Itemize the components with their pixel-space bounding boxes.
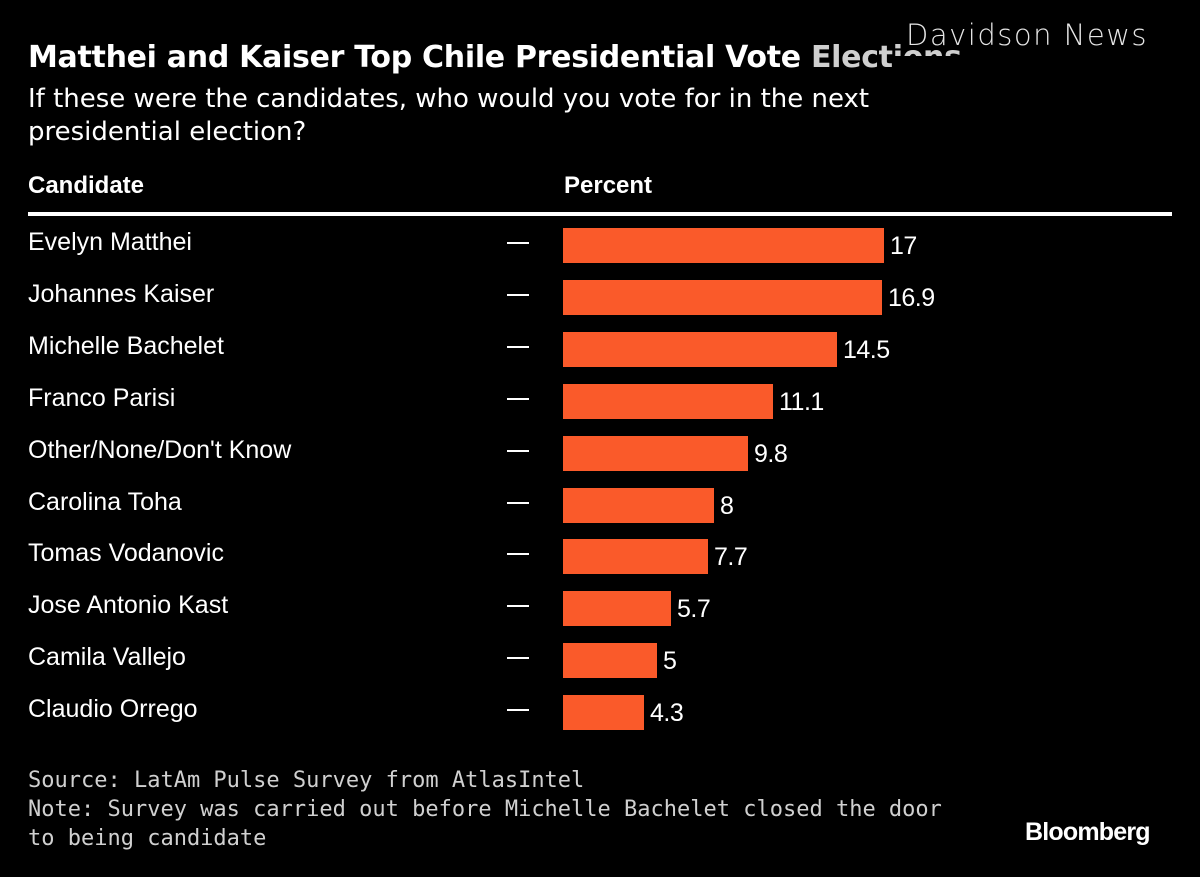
row-marker-dash <box>507 398 529 400</box>
chart-row: Johannes Kaiser 16.9 <box>0 280 1200 332</box>
bar-value-label: 11.1 <box>779 388 824 416</box>
chart-title-text: Matthei and Kaiser Top Chile Presidentia… <box>28 40 801 75</box>
chart-row: Tomas Vodanovic 7.7 <box>0 539 1200 591</box>
category-label: Michelle Bachelet <box>28 332 224 360</box>
bar <box>563 695 644 730</box>
chart-row: Jose Antonio Kast 5.7 <box>0 591 1200 643</box>
category-label: Johannes Kaiser <box>28 280 215 308</box>
category-label: Other/None/Don't Know <box>28 436 292 464</box>
bar <box>563 436 748 471</box>
watermark: Davidson News <box>906 18 1149 52</box>
bar-value-label: 4.3 <box>650 699 684 727</box>
row-marker-dash <box>507 553 529 555</box>
chart-subtitle: If these were the candidates, who would … <box>28 84 870 147</box>
row-marker-dash <box>507 294 529 296</box>
row-marker-dash <box>507 657 529 659</box>
category-label: Claudio Orrego <box>28 695 198 723</box>
chart-row: Michelle Bachelet 14.5 <box>0 332 1200 384</box>
bar <box>563 643 657 678</box>
header-divider <box>28 212 1172 216</box>
column-header-percent: Percent <box>564 172 653 199</box>
row-marker-dash <box>507 242 529 244</box>
footnote: Note: Survey was carried out before Mich… <box>28 797 942 851</box>
bar <box>563 384 773 419</box>
row-marker-dash <box>507 450 529 452</box>
bar-value-label: 9.8 <box>754 440 788 468</box>
bar-value-label: 8 <box>720 492 734 520</box>
bar <box>563 488 714 523</box>
category-label: Franco Parisi <box>28 384 176 412</box>
bar-value-label: 7.7 <box>714 543 748 571</box>
bloomberg-logo: Bloomberg <box>1025 818 1151 846</box>
row-marker-dash <box>507 709 529 711</box>
source-note: Source: LatAm Pulse Survey from AtlasInt… <box>28 768 585 793</box>
chart-row: Other/None/Don't Know 9.8 <box>0 436 1200 488</box>
bar <box>563 591 671 626</box>
row-marker-dash <box>507 346 529 348</box>
chart-title: Matthei and Kaiser Top Chile Presidentia… <box>28 40 962 75</box>
bar-value-label: 14.5 <box>843 336 890 364</box>
category-label: Evelyn Matthei <box>28 228 192 256</box>
title-occlusion <box>892 56 1200 78</box>
bar-value-label: 16.9 <box>888 284 935 312</box>
bar <box>563 228 884 263</box>
bar-value-label: 5 <box>663 647 677 675</box>
row-marker-dash <box>507 605 529 607</box>
column-header-candidate: Candidate <box>28 172 145 199</box>
chart-footer: Source: LatAm Pulse Survey from AtlasInt… <box>28 766 958 853</box>
bar <box>563 332 837 367</box>
bar <box>563 539 708 574</box>
bar <box>563 280 882 315</box>
chart-row: Camila Vallejo 5 <box>0 643 1200 695</box>
bar-value-label: 5.7 <box>677 595 711 623</box>
category-label: Camila Vallejo <box>28 643 186 671</box>
chart-row: Franco Parisi 11.1 <box>0 384 1200 436</box>
chart-row: Evelyn Matthei 17 <box>0 228 1200 280</box>
chart-row: Carolina Toha 8 <box>0 488 1200 540</box>
bar-value-label: 17 <box>890 232 917 260</box>
category-label: Jose Antonio Kast <box>28 591 229 619</box>
chart-row: Claudio Orrego 4.3 <box>0 695 1200 747</box>
category-label: Tomas Vodanovic <box>28 539 224 567</box>
row-marker-dash <box>507 502 529 504</box>
category-label: Carolina Toha <box>28 488 182 516</box>
